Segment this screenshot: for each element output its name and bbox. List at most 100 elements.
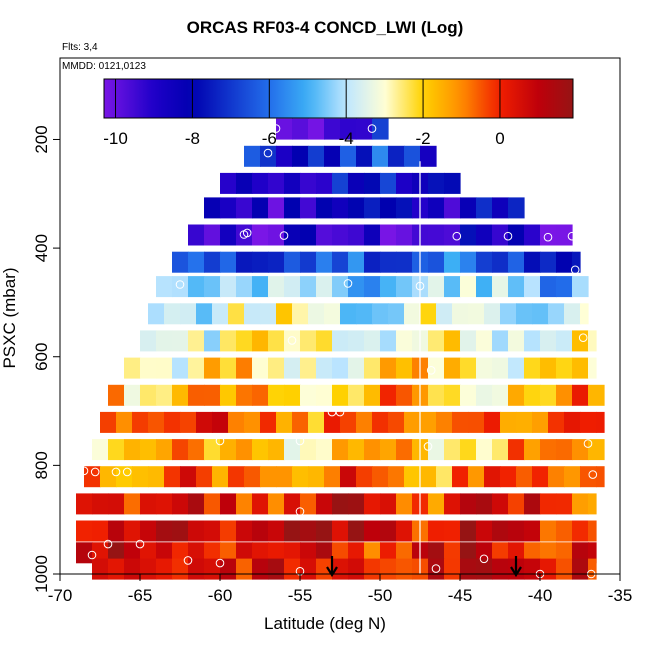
heat-cell — [212, 466, 229, 488]
heat-cell — [188, 384, 205, 406]
heat-cell — [460, 224, 477, 246]
heat-cell — [308, 118, 325, 140]
heat-cell — [260, 466, 277, 488]
heat-cell — [348, 558, 365, 580]
heat-cell — [252, 357, 269, 379]
heat-cell — [140, 520, 157, 542]
heat-cell — [348, 493, 365, 515]
heat-cell — [124, 542, 141, 564]
y-tick-label: 800 — [32, 451, 51, 479]
heat-cell — [364, 542, 381, 564]
heat-cell — [508, 197, 525, 219]
heat-cell — [236, 330, 253, 352]
heat-cell — [220, 330, 237, 352]
heat-cell — [564, 411, 581, 433]
heat-cell — [364, 330, 381, 352]
heat-cell — [172, 493, 189, 515]
heat-cell — [548, 466, 565, 488]
data-point — [215, 436, 225, 446]
heat-cell — [140, 558, 157, 580]
heat-cell — [476, 439, 493, 461]
colorbar: -10 -8 -6 -4 -2 0 — [103, 78, 574, 148]
chart-title: ORCAS RF03-4 CONCD_LWI (Log) — [186, 18, 464, 37]
heat-cell — [124, 558, 141, 580]
heat-cell — [524, 330, 541, 352]
heat-cell — [92, 439, 109, 461]
heat-cell — [172, 357, 189, 379]
heat-cell — [380, 542, 397, 564]
heat-cell — [476, 224, 493, 246]
heat-cell — [524, 493, 541, 515]
heat-cell — [236, 172, 253, 194]
heat-cell — [316, 542, 333, 564]
heat-cell — [580, 466, 597, 488]
heat-cell — [300, 439, 317, 461]
heat-cell — [172, 520, 189, 542]
x-tick-label: -60 — [208, 586, 233, 605]
heat-cell — [348, 357, 365, 379]
heat-cell — [572, 439, 589, 461]
heat-cell — [268, 493, 285, 515]
heat-cell — [180, 466, 197, 488]
heat-cell — [164, 411, 181, 433]
heat-cell — [492, 384, 509, 406]
heat-cell — [108, 542, 125, 564]
data-point — [103, 539, 113, 549]
heat-cell — [468, 466, 485, 488]
heat-cell — [524, 224, 541, 246]
heat-cell — [332, 542, 349, 564]
heat-cell — [316, 330, 333, 352]
heat-cell — [500, 466, 517, 488]
heat-cell — [236, 542, 253, 564]
colorbar-gradient — [103, 78, 574, 119]
heat-cell — [364, 172, 381, 194]
heat-cell — [428, 224, 445, 246]
heat-cell — [380, 330, 397, 352]
data-point — [111, 467, 121, 477]
heat-cell — [380, 357, 397, 379]
heat-cell — [588, 520, 597, 542]
heat-cell — [364, 197, 381, 219]
heat-cell — [92, 493, 109, 515]
heat-cell — [380, 439, 397, 461]
heat-cell — [204, 251, 221, 273]
heat-cell — [220, 520, 237, 542]
heat-cell — [188, 251, 205, 273]
heat-cell — [572, 330, 589, 352]
heat-cell — [460, 558, 477, 580]
heat-cell — [452, 466, 469, 488]
heat-cell — [396, 224, 413, 246]
heat-cell — [284, 197, 301, 219]
heat-cell — [396, 520, 413, 542]
heat-cell — [476, 330, 493, 352]
data-point — [295, 507, 305, 516]
heat-cell — [372, 466, 389, 488]
heat-cell — [332, 520, 349, 542]
heat-cell — [284, 384, 301, 406]
heat-cell — [252, 172, 269, 194]
heat-cell — [476, 197, 493, 219]
heat-cell — [276, 118, 293, 140]
heat-cell — [76, 542, 93, 564]
heat-cell — [204, 197, 221, 219]
dates-note: MMDD: 0121,0123 — [62, 61, 146, 72]
heat-cell — [340, 303, 357, 325]
data-point — [242, 228, 252, 238]
data-point — [287, 336, 297, 345]
heat-cell — [380, 520, 397, 542]
heat-cell — [588, 542, 597, 564]
heat-cell — [476, 493, 493, 515]
heat-cell — [428, 172, 445, 194]
heat-cell — [284, 558, 301, 580]
heat-cell — [188, 542, 205, 564]
data-point — [90, 467, 100, 477]
heat-cell — [508, 542, 525, 564]
heat-cell — [148, 466, 165, 488]
heat-cell — [444, 172, 461, 194]
heat-cell — [444, 558, 461, 580]
heat-cell — [588, 384, 605, 406]
heat-cell — [556, 330, 573, 352]
heat-cell — [476, 357, 493, 379]
heat-cell — [364, 520, 381, 542]
heat-cell — [356, 411, 373, 433]
